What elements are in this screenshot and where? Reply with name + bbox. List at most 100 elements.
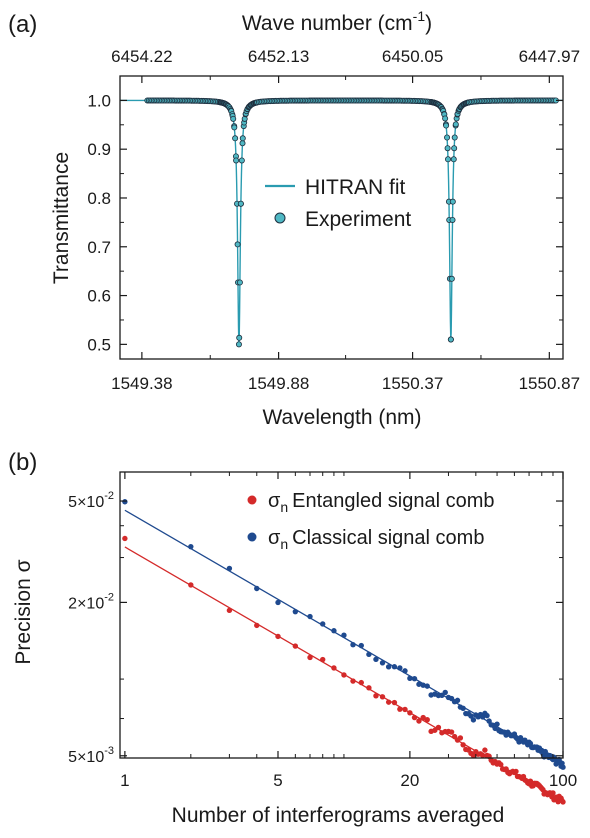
experiment-point [235, 341, 242, 348]
entangled-point [358, 679, 364, 686]
experiment-point [451, 145, 458, 152]
classical-point [424, 683, 430, 689]
entangled-point [331, 665, 337, 671]
classical-point [420, 682, 426, 688]
top-x-tick-label: 6452.13 [248, 47, 309, 66]
panel-b-frame [119, 471, 564, 759]
experiment-point [450, 156, 457, 163]
entangled-point [385, 699, 392, 705]
experiment-point [236, 334, 243, 341]
y-tick-label: 0.9 [87, 140, 111, 159]
x-tick-label: 100 [549, 771, 577, 790]
classical-point [358, 642, 364, 649]
experiment-point [449, 216, 456, 223]
classical-point [385, 664, 392, 670]
legend-label-classical: σn Classical signal comb [268, 527, 484, 552]
panel-b-legend: σn Entangled signal comb σn Classical sign… [247, 490, 495, 552]
experiment-point [452, 121, 459, 128]
classical-point [416, 681, 422, 687]
classical-point [307, 613, 313, 620]
experiment-point [239, 135, 246, 142]
classical-point [411, 676, 418, 682]
entangled-point [480, 752, 486, 759]
panel-a-x-axis-title: Wavelength (nm) [262, 406, 421, 429]
y-tick-label: 2×10-2 [68, 591, 114, 612]
y-tick-label: 1.0 [87, 91, 111, 110]
experiment-point [233, 157, 240, 164]
experiment-point [237, 200, 244, 207]
entangled-point [188, 582, 194, 588]
legend-label-experiment: Experiment [305, 208, 411, 231]
experiment-point [449, 198, 456, 205]
classical-point [442, 689, 448, 696]
classical-point [188, 543, 194, 550]
top-x-tick-label: 6447.97 [519, 47, 580, 66]
classical-point [379, 660, 386, 666]
entangled-point [416, 718, 422, 724]
classical-point [397, 665, 403, 671]
panel-b-y-axis-title: Precision σ [12, 559, 35, 664]
entangled-point [411, 714, 418, 721]
experiment-point [230, 115, 237, 122]
panel-b-label: (b) [8, 449, 37, 476]
entangled-point [254, 622, 260, 629]
entangled-point [424, 717, 430, 723]
entangled-point [560, 799, 566, 805]
entangled-point [379, 694, 386, 700]
y-tick-label: 5×10-3 [68, 745, 114, 766]
classical-point [494, 721, 500, 727]
classical-point [484, 712, 490, 719]
top-axis-title: Wave number (cm-1) [242, 8, 432, 35]
classical-point [275, 599, 281, 606]
classical-point [454, 697, 461, 704]
experiment-point [448, 275, 455, 282]
entangled-point [350, 678, 356, 684]
entangled-point [373, 693, 379, 699]
entangled-point [366, 685, 372, 691]
entangled-point [407, 710, 413, 716]
legend-marker-experiment [274, 212, 286, 224]
entangled-point [320, 656, 326, 663]
top-x-tick-label: 6454.22 [111, 47, 172, 66]
legend-marker-entangled [247, 495, 257, 505]
classical-point [391, 664, 398, 670]
entangled-point [470, 752, 477, 759]
classical-point [560, 764, 566, 770]
y-tick-label: 5×10-2 [68, 490, 114, 511]
classical-point [468, 713, 474, 719]
panel-b-x-axis-title: Number of interferograms averaged [172, 804, 505, 827]
classical-point [373, 656, 379, 663]
panel-b-plot: 1 5 20 100 5×10-3 2×10-2 5×10-2 [68, 472, 577, 805]
top-x-tick-label: 6450.05 [382, 47, 443, 66]
classical-point [320, 621, 326, 627]
x-tick-label: 20 [400, 771, 419, 790]
experiment-point [442, 115, 449, 122]
classical-point [470, 717, 477, 723]
entangled-point [460, 742, 466, 748]
experiment-point [444, 145, 451, 152]
classical-point [341, 632, 347, 638]
experiment-point [451, 134, 458, 141]
panel-a-legend: HITRAN fit Experiment [265, 176, 411, 231]
entangled-point [550, 790, 556, 796]
panel-a-frame [119, 75, 564, 360]
classical-point [350, 642, 356, 648]
entangled-point [435, 724, 442, 731]
y-tick-label: 0.8 [87, 189, 111, 208]
panel-a-plot: 1549.38 6454.22 1549.88 6452.13 1550.37 6450.… [87, 47, 580, 393]
y-tick-label: 0.7 [87, 238, 111, 257]
entangled-point [482, 747, 488, 753]
experiment-point [231, 124, 238, 131]
entangled-point [341, 672, 347, 678]
classical-point [460, 705, 466, 712]
experiment-point [232, 135, 239, 142]
y-tick-label: 0.6 [87, 287, 111, 306]
x-tick-label: 1549.38 [111, 374, 172, 393]
entangled-point [457, 735, 464, 741]
experiment-point [444, 134, 451, 141]
entangled-point [122, 535, 128, 542]
legend-marker-classical [247, 532, 257, 542]
panel-a-label: (a) [8, 11, 37, 38]
classical-point [292, 608, 299, 615]
